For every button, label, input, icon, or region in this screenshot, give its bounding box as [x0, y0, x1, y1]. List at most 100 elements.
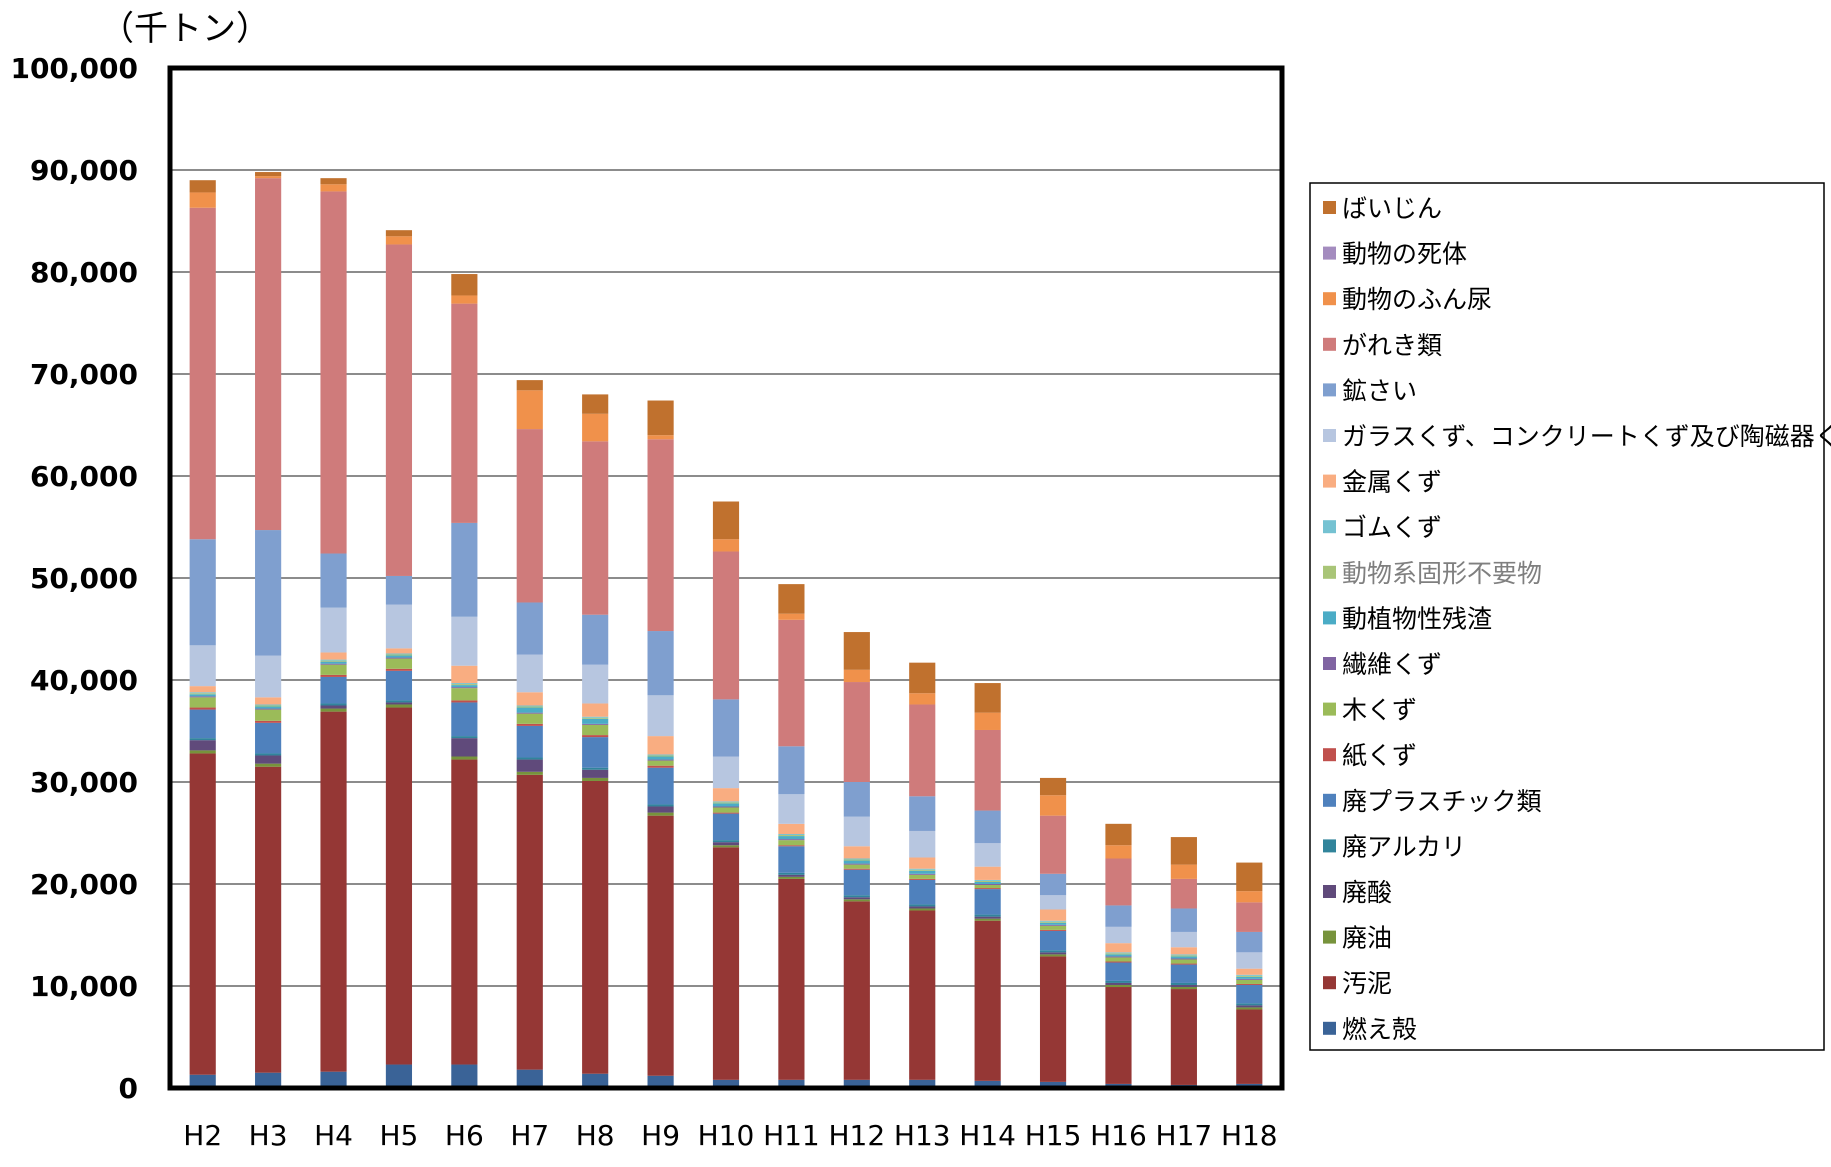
bar-segment: [712, 812, 740, 814]
bar-segment: [320, 705, 347, 709]
bar-segment: [843, 846, 870, 859]
bar-segment: [516, 712, 543, 714]
x-tick-label: H18: [1221, 1119, 1278, 1152]
bar-segment: [843, 860, 870, 864]
bar-segment: [843, 632, 870, 670]
bar-segment: [843, 669, 870, 683]
bar-segment: [778, 872, 805, 875]
bar-segment: [255, 755, 282, 764]
bar-segment: [974, 918, 1001, 921]
bar-segment: [255, 706, 282, 709]
bar-segment: [1039, 922, 1067, 925]
bar-segment: [974, 881, 1001, 884]
bar-segment: [189, 696, 216, 698]
bar-segment: [255, 704, 282, 706]
bar-segment: [255, 753, 282, 756]
bar-segment: [647, 765, 674, 768]
bar-segment: [974, 1080, 1001, 1088]
bar-segment: [1170, 954, 1197, 956]
bar-segment: [189, 1074, 216, 1088]
bar-segment: [451, 688, 478, 701]
bar-segment: [255, 708, 282, 710]
bar-segment: [974, 914, 1001, 917]
legend-swatch: [1323, 839, 1336, 853]
bar-segment: [647, 806, 674, 813]
bar-segment: [1170, 931, 1197, 948]
bar-segment: [712, 788, 740, 802]
bar-segment: [582, 777, 609, 781]
bar-segment: [451, 756, 478, 760]
plot-area-frame: [167, 65, 1285, 1091]
bar-segment: [778, 613, 805, 620]
bar-segment: [974, 888, 1001, 890]
bar-segment: [189, 686, 216, 693]
bar-segment: [1236, 1007, 1263, 1010]
bar-segment: [909, 796, 936, 831]
bar-segment: [843, 859, 870, 861]
bar-segment: [582, 441, 609, 615]
legend-swatch: [1323, 611, 1336, 625]
bar-segment: [451, 295, 478, 304]
y-tick-label: 40,000: [30, 664, 138, 697]
bar-segment: [1170, 964, 1197, 983]
bar-segment: [1236, 952, 1263, 969]
bar-segment: [385, 604, 413, 649]
bar-segment: [1236, 979, 1263, 984]
bar-segment: [189, 692, 216, 694]
bar-segment: [712, 756, 740, 789]
bar-segment: [255, 176, 282, 179]
bar-segment: [843, 868, 870, 870]
bar-segment: [843, 863, 870, 865]
bar-segment: [778, 845, 805, 847]
bar-segment: [1170, 984, 1197, 988]
bar-segment: [843, 901, 870, 1080]
bar-segment: [1105, 961, 1132, 963]
y-tick-label: 70,000: [30, 358, 138, 391]
bar-segment: [1039, 925, 1067, 930]
bar-segment: [778, 1079, 805, 1088]
x-tick-label: H4: [314, 1119, 353, 1152]
legend-swatch: [1323, 246, 1336, 260]
x-tick-label: H12: [828, 1119, 885, 1152]
legend-label: 動植物性残渣: [1342, 604, 1492, 633]
x-tick-label: H11: [763, 1119, 820, 1152]
bar-segment: [1170, 958, 1197, 960]
bar-segment: [1236, 974, 1263, 976]
bar-segment: [1236, 862, 1263, 892]
legend-label: 廃油: [1342, 924, 1392, 953]
bar-segment: [1170, 864, 1197, 879]
bar-segment: [909, 906, 936, 909]
y-tick-label: 80,000: [30, 256, 138, 289]
bar-segment: [712, 840, 740, 843]
bar-segment: [1236, 978, 1263, 980]
x-tick-label: H8: [576, 1119, 615, 1152]
bar-segment: [320, 674, 347, 677]
y-axis-ticks: 0 10,000 20,000 30,000 40,000 50,000 60,000 70,…: [10, 52, 138, 1105]
bar-segment: [582, 664, 609, 704]
bar-segment: [909, 904, 936, 907]
bar-segment: [778, 835, 805, 837]
bar-segment: [516, 654, 543, 693]
legend-swatch: [1323, 793, 1336, 807]
bar-segment: [1105, 858, 1132, 906]
bar-segment: [1105, 982, 1132, 985]
bar-segment: [189, 694, 216, 697]
bar-segment: [1105, 905, 1132, 927]
bar-segment: [909, 874, 936, 879]
bar-segment: [189, 539, 216, 646]
bar-segment: [320, 661, 347, 664]
bar-segment: [255, 766, 282, 1073]
bar-segment: [582, 723, 609, 725]
bar-segment: [1039, 956, 1067, 1082]
bar-segment: [647, 767, 674, 805]
bar-segment: [647, 754, 674, 756]
legend-swatch: [1323, 565, 1336, 579]
bar-segment: [974, 729, 1001, 811]
bar-segment: [712, 539, 740, 552]
bar-segment: [1170, 955, 1197, 957]
bar-segment: [909, 873, 936, 875]
bar-segment: [516, 602, 543, 655]
legend-swatch: [1323, 474, 1336, 488]
bar-segment: [1039, 952, 1067, 955]
bar-segment: [189, 707, 216, 710]
